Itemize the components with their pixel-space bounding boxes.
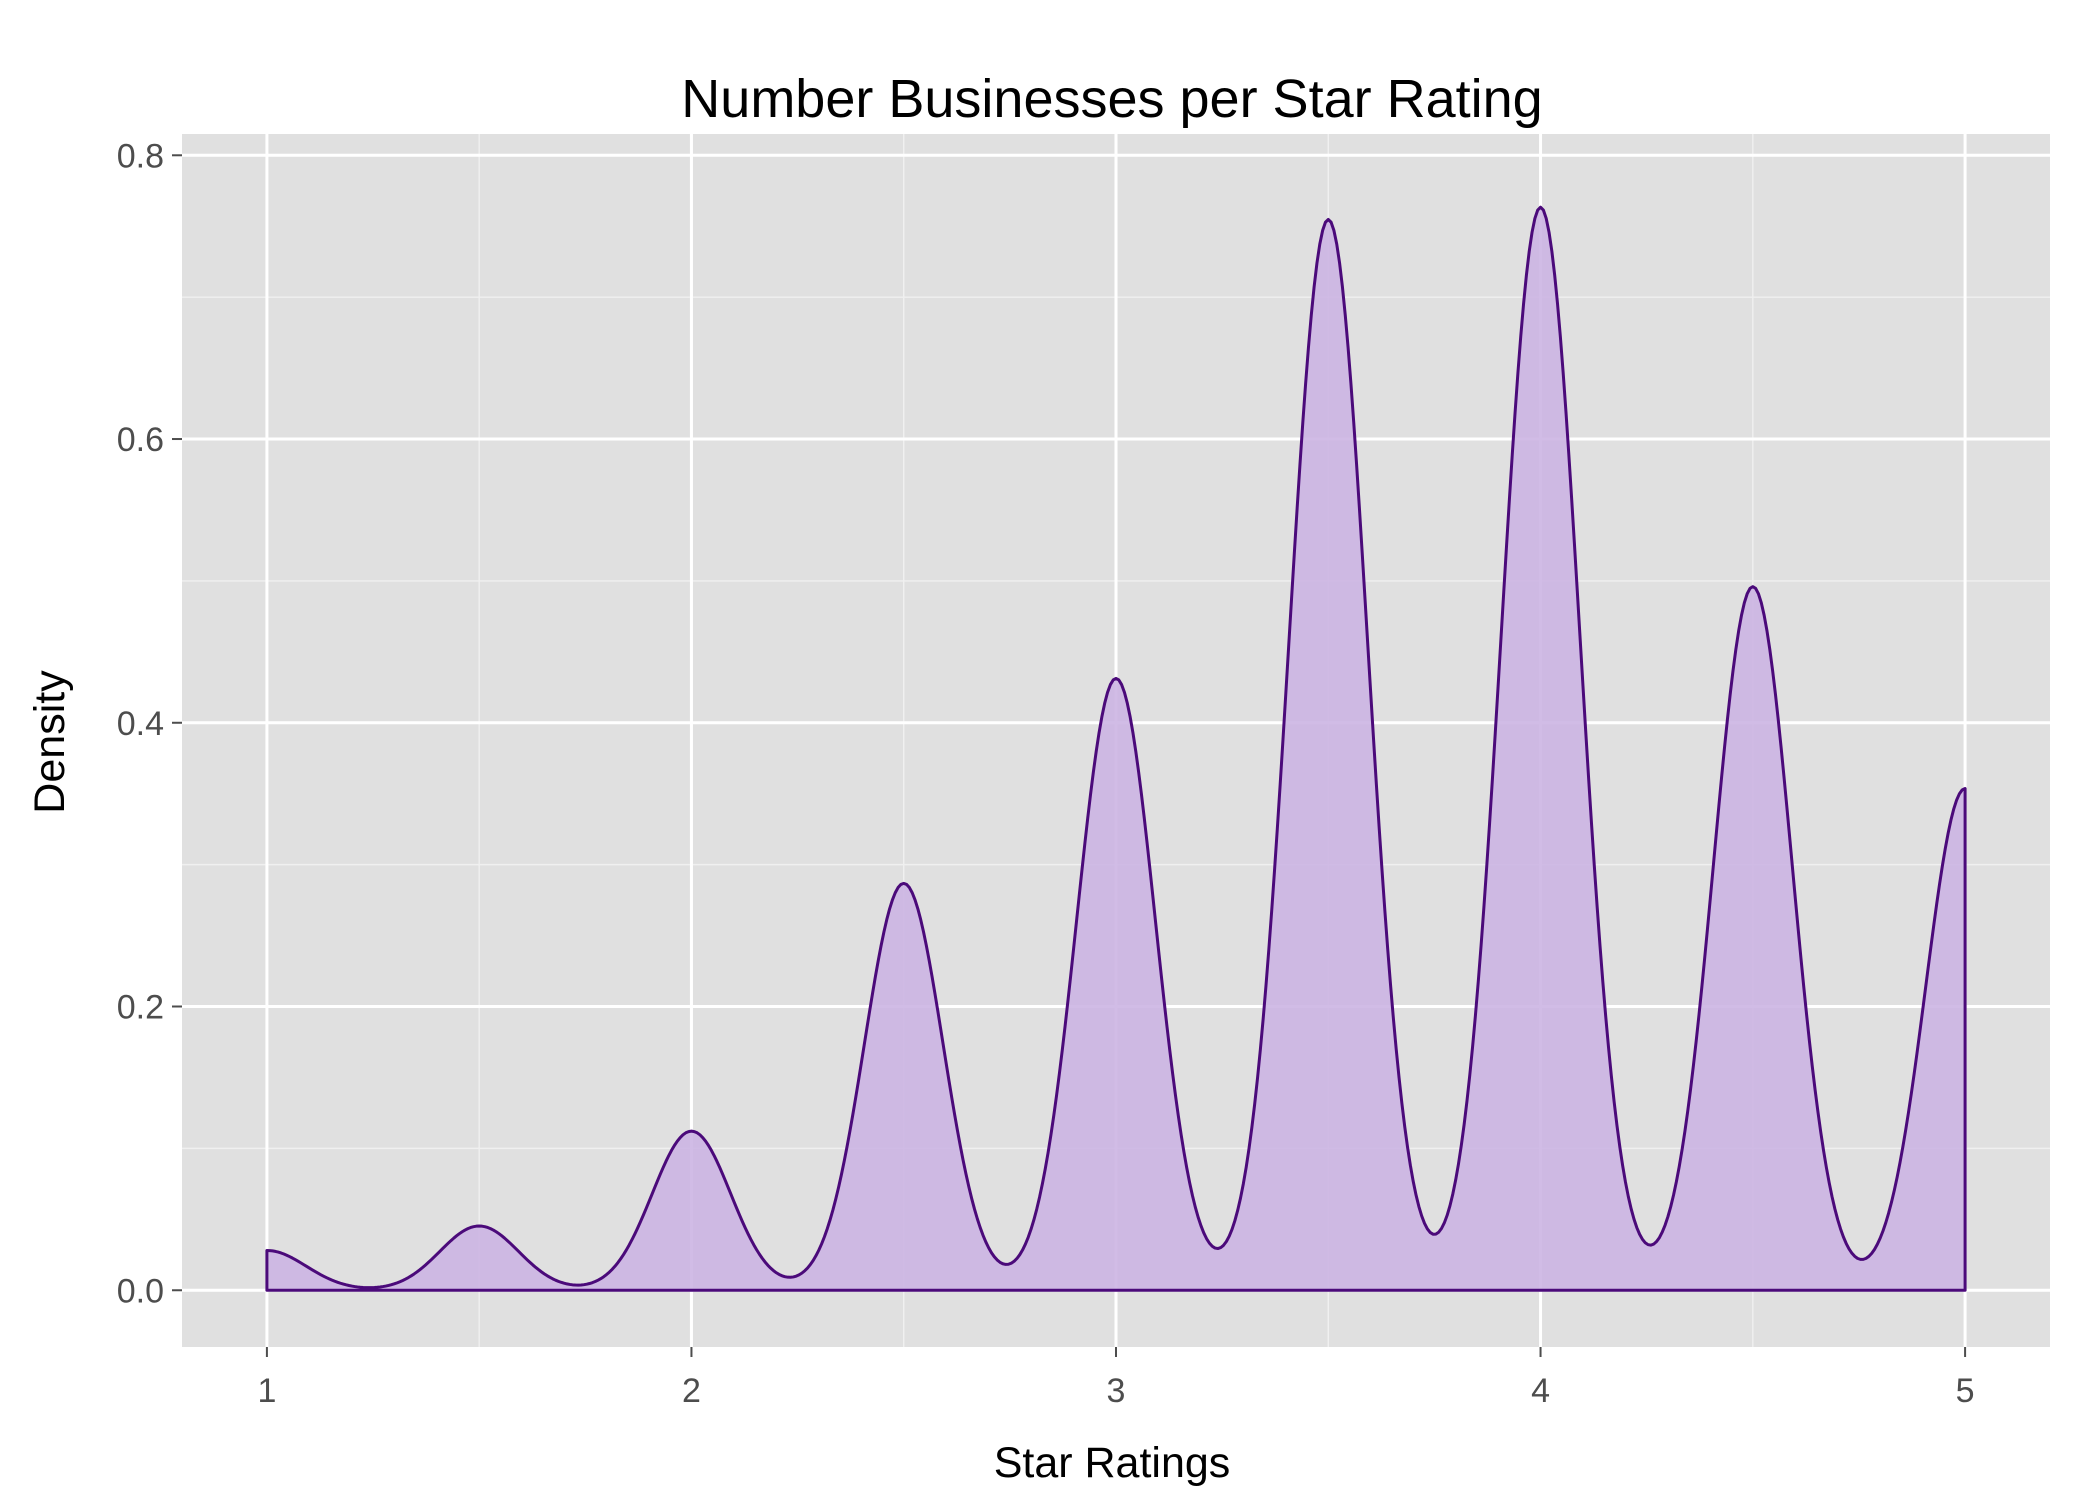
x-axis-title: Star Ratings <box>994 1439 1231 1487</box>
density-area <box>266 207 1966 1291</box>
x-tick-label: 4 <box>1531 1372 1550 1410</box>
x-tick-label: 3 <box>1107 1372 1126 1410</box>
y-axis: 0.0 0.2 0.4 0.6 0.8 <box>117 137 182 1310</box>
y-tick-label: 0.2 <box>117 989 164 1027</box>
x-tick-label: 2 <box>682 1372 701 1410</box>
chart-title: Number Businesses per Star Rating <box>681 69 1542 129</box>
y-tick-label: 0.0 <box>117 1272 164 1310</box>
x-tick-label: 1 <box>257 1372 276 1410</box>
x-axis: 1 2 3 4 5 <box>257 1347 1975 1410</box>
y-axis-title: Density <box>26 670 74 814</box>
density-line <box>265 205 1967 1292</box>
y-tick-label: 0.6 <box>117 421 164 459</box>
x-tick-label: 5 <box>1956 1372 1975 1410</box>
y-tick-label: 0.4 <box>117 705 164 743</box>
y-tick-label: 0.8 <box>117 137 164 175</box>
